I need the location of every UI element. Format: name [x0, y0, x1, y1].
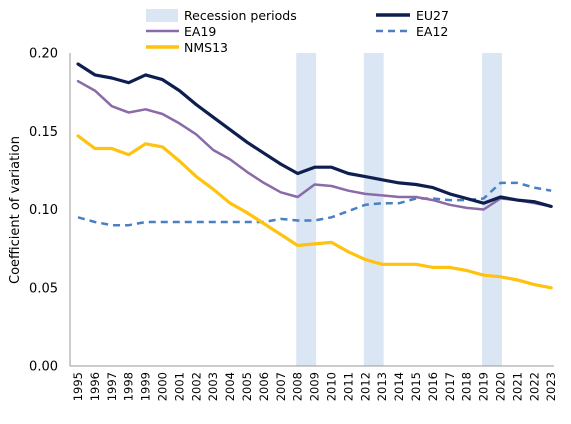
y-tick-label: 0.00 — [29, 360, 58, 375]
x-tick-label: 2019 — [477, 372, 491, 401]
x-tick-label: 2000 — [156, 372, 170, 401]
y-tick-label: 0.10 — [29, 203, 58, 218]
x-tick-label: 2003 — [206, 372, 220, 401]
legend-label-ea12: EA12 — [416, 24, 448, 39]
x-tick-label: 2015 — [409, 372, 423, 401]
y-axis-title: Coefficient of variation — [8, 136, 23, 284]
legend-label-nms13: NMS13 — [184, 40, 228, 55]
x-tick-label: 1997 — [105, 372, 119, 401]
recession-band-2 — [363, 53, 384, 366]
recession-bands — [296, 53, 502, 366]
series-line-nms13 — [76, 134, 553, 290]
axes — [69, 53, 554, 367]
series-line-ea19 — [76, 79, 553, 211]
recession-band-3 — [482, 53, 502, 366]
y-tick-labels: 0.00 0.05 0.10 0.15 0.20 — [29, 47, 58, 375]
x-tick-label: 2020 — [494, 372, 508, 401]
x-tick-label: 2012 — [358, 372, 372, 401]
x-tick-label: 2014 — [392, 372, 406, 401]
legend-label-eu27: EU27 — [416, 8, 449, 23]
x-tick-label: 2011 — [341, 372, 355, 401]
x-tick-label: 2018 — [460, 372, 474, 401]
x-tick-label: 1998 — [122, 372, 136, 401]
x-tick-labels: 1995 1996 1997 1998 1999 2000 2001 2002 2003 2004… — [71, 372, 558, 401]
legend-swatch-recession — [146, 9, 178, 22]
x-tick-label: 2010 — [325, 372, 339, 401]
legend-label-ea19: EA19 — [184, 24, 216, 39]
x-tick-label: 1999 — [139, 372, 153, 401]
x-tick-label: 2009 — [308, 372, 322, 401]
x-tick-label: 1995 — [71, 372, 85, 401]
y-tick-label: 0.20 — [29, 47, 58, 62]
legend: Recession periods EU27 EA19 EA12 NMS13 — [146, 8, 449, 55]
x-tick-label: 2006 — [257, 372, 271, 401]
x-tick-label: 2016 — [426, 372, 440, 401]
x-tick-label: 2023 — [544, 372, 558, 401]
legend-label-recession: Recession periods — [184, 8, 297, 23]
series-line-eu27 — [76, 62, 553, 208]
x-tick-label: 2017 — [443, 372, 457, 401]
x-tick-label: 2021 — [510, 372, 524, 401]
x-tick-label: 2005 — [240, 372, 254, 401]
x-tick-label: 2008 — [291, 372, 305, 401]
x-tick-label: 2007 — [274, 372, 288, 401]
y-tick-label: 0.15 — [29, 125, 58, 140]
recession-band-1 — [296, 53, 317, 366]
x-tick-label: 2001 — [172, 372, 186, 401]
y-tick-label: 0.05 — [29, 281, 58, 296]
x-tick-label: 2022 — [527, 372, 541, 401]
x-tick-label: 2004 — [223, 372, 237, 401]
x-tick-label: 2002 — [189, 372, 203, 401]
x-tick-label: 1996 — [88, 372, 102, 401]
x-tick-label: 2013 — [375, 372, 389, 401]
series-lines — [76, 62, 553, 290]
